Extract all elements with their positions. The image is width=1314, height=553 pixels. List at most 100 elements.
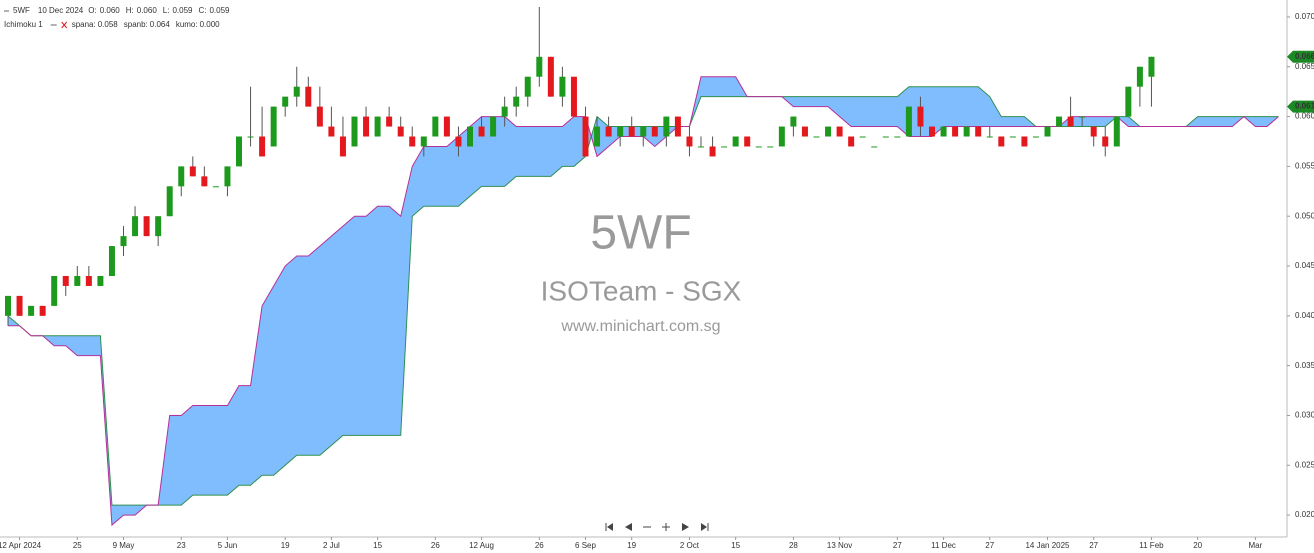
candle-body — [536, 56, 543, 77]
x-tick-label: 13 Nov — [827, 541, 852, 550]
candle-body — [975, 126, 982, 137]
candle-body — [674, 116, 681, 137]
candle-body — [247, 136, 254, 138]
indicator-value: 0.058 — [98, 20, 119, 29]
candle-body — [813, 136, 820, 138]
candle-body — [478, 126, 485, 137]
y-tick-label: 0.025 — [1295, 460, 1314, 469]
candle-body — [432, 116, 439, 137]
indicator-label: kumo: — [176, 20, 198, 29]
info-value: 0.059 — [172, 6, 193, 15]
candle-body — [559, 76, 566, 97]
info-label: H: — [126, 6, 134, 15]
y-tick-label: 0.035 — [1295, 361, 1314, 370]
x-tick-label: 6 Sep — [575, 541, 596, 550]
info-label: L: — [163, 6, 170, 15]
candle-body — [270, 106, 277, 147]
candle-body — [397, 126, 404, 137]
nav-prev[interactable] — [623, 522, 633, 532]
candle-body — [316, 106, 323, 127]
candle-body — [513, 96, 520, 107]
candle-body — [778, 126, 785, 147]
nav-next[interactable] — [680, 522, 690, 532]
candle-body — [490, 116, 497, 137]
x-tick-label: 27 — [985, 541, 994, 550]
candle-body — [651, 126, 658, 137]
candle-body — [524, 76, 531, 97]
candle-body — [51, 275, 58, 306]
candle-body — [386, 116, 393, 127]
candle-body — [998, 136, 1005, 147]
candle-body — [825, 126, 832, 137]
x-tick-label: 15 — [373, 541, 382, 550]
candle-body — [1044, 126, 1051, 137]
candle-body — [582, 116, 589, 157]
candle-body — [189, 166, 196, 177]
x-tick-label: 14 Jan 2025 — [1025, 541, 1070, 550]
price-tag — [1287, 100, 1314, 113]
candle-body — [236, 136, 242, 167]
candle-body — [709, 146, 716, 157]
indicator-value: 0.000 — [200, 20, 221, 29]
watermark-text: 5WF — [590, 207, 691, 260]
x-tick-label: 19 — [627, 541, 636, 550]
candle-body — [339, 136, 346, 157]
candle-body — [905, 106, 912, 137]
candle-body — [108, 246, 115, 276]
candle-body — [617, 126, 624, 137]
candle-body — [547, 56, 554, 97]
candle-body — [732, 136, 739, 147]
indicator-value: 0.064 — [150, 20, 171, 29]
candle-body — [686, 136, 693, 147]
x-tick-label: 2 Oct — [680, 541, 700, 550]
y-tick-label: 0.070 — [1295, 12, 1314, 21]
candle-body — [455, 136, 462, 147]
candle-body — [351, 116, 358, 147]
candle-body — [570, 76, 577, 117]
candle-body — [443, 116, 450, 137]
x-tick-label: 26 — [535, 541, 544, 550]
symbol: 5WF — [13, 6, 30, 15]
candle-body — [420, 136, 427, 147]
candle-body — [1148, 56, 1155, 77]
candle-body — [467, 126, 473, 147]
y-tick-label: 0.020 — [1295, 510, 1314, 519]
indicator-name: Ichimoku 1 — [4, 20, 43, 29]
candle-body — [293, 86, 300, 97]
candle-body — [1056, 116, 1063, 127]
x-tick-label: 27 — [1089, 541, 1098, 550]
y-tick-label: 0.045 — [1295, 261, 1314, 270]
indicator-label: spana: — [72, 20, 96, 29]
indicator-remove[interactable] — [61, 21, 68, 29]
info-label: C: — [198, 6, 206, 15]
candle-body — [28, 305, 35, 316]
candle-body — [744, 136, 751, 147]
candle-body — [1113, 116, 1120, 147]
price-tag-label: 0.061 — [1295, 102, 1314, 111]
candle-body — [224, 166, 231, 187]
candle-body — [1067, 116, 1074, 127]
candle-body — [894, 136, 901, 138]
date: 10 Dec 2024 — [38, 6, 84, 15]
x-tick-label: 11 Feb — [1139, 541, 1164, 550]
candle-body — [767, 146, 774, 148]
candle-body — [952, 126, 959, 137]
y-tick-label: 0.060 — [1295, 112, 1314, 121]
candle-body — [305, 86, 312, 107]
candle-body — [85, 275, 92, 286]
candle-body — [986, 136, 993, 138]
nav-zoom-out[interactable] — [642, 522, 652, 532]
navigation — [604, 522, 709, 532]
candle-body — [1136, 66, 1143, 87]
x-tick-label: 15 — [731, 541, 740, 550]
nav-first[interactable] — [604, 522, 614, 532]
candle-body — [62, 275, 69, 286]
candle-body — [74, 275, 81, 286]
candle-body — [201, 176, 208, 187]
nav-zoom-in[interactable] — [661, 522, 671, 532]
x-tick-label: 19 — [281, 541, 290, 550]
candle-body — [374, 116, 381, 137]
info-value: 0.060 — [100, 6, 121, 15]
nav-last[interactable] — [699, 522, 709, 532]
candle-body — [143, 216, 150, 237]
